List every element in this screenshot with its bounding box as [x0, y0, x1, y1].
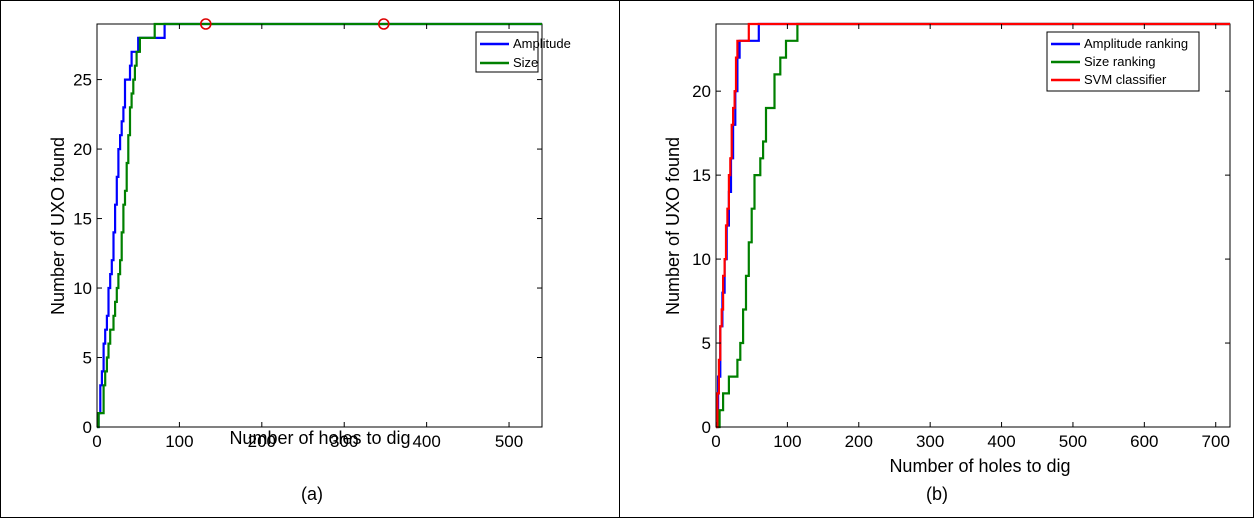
threshold-marker: [199, 18, 212, 30]
chart-a-legend-label-size: Size: [513, 55, 538, 70]
series-line-svm-classifier: [716, 22, 1230, 429]
y-tick-label: 10: [73, 279, 92, 298]
chart-a-legend-label-amplitude: Amplitude: [513, 36, 571, 51]
y-tick-label: 10: [692, 250, 711, 269]
threshold-marker: [377, 18, 390, 30]
chart-a-legend-box: [475, 31, 539, 73]
chart-b-xlabel: Number of holes to dig: [889, 456, 1070, 476]
x-tick-label: 400: [987, 432, 1015, 451]
y-tick-label: 5: [702, 334, 711, 353]
x-tick-label: 700: [1202, 432, 1230, 451]
chart-a: 0 100 200 300 400 500 0 5 10 15 20 25 Number of ho…: [48, 18, 571, 504]
chart-a-y-ticks: 0 5 10 15 20 25: [73, 71, 542, 437]
chart-a-xlabel: Number of holes to dig: [229, 428, 410, 448]
chart-b-y-ticks: 0 5 10 15 20: [692, 82, 1230, 437]
y-tick-label: 5: [83, 349, 92, 368]
series-line-size: [97, 22, 542, 429]
chart-b-plot-area: [716, 22, 1230, 429]
x-tick-label: 500: [1059, 432, 1087, 451]
y-tick-label: 0: [702, 418, 711, 437]
x-tick-label: 100: [165, 432, 193, 451]
chart-a-x-ticks: 0 100 200 300 400 500: [92, 24, 523, 451]
y-tick-label: 25: [73, 71, 92, 90]
chart-b-caption: (b): [926, 484, 948, 504]
x-tick-label: 200: [248, 432, 276, 451]
y-tick-label: 15: [73, 210, 92, 229]
chart-a-caption: (a): [301, 484, 323, 504]
chart-b-x-ticks: 0 100 200 300 400 500 600 700: [711, 24, 1230, 451]
chart-b-ylabel: Number of UXO found: [663, 137, 683, 315]
x-tick-label: 0: [711, 432, 720, 451]
chart-a-ylabel: Number of UXO found: [48, 137, 68, 315]
y-tick-label: 15: [692, 166, 711, 185]
x-tick-label: 400: [412, 432, 440, 451]
x-tick-label: 200: [845, 432, 873, 451]
x-tick-label: 0: [92, 432, 101, 451]
series-line-size-ranking: [716, 22, 1230, 429]
chart-b-legend: Amplitude ranking Size ranking SVM class…: [1046, 31, 1200, 92]
x-tick-label: 300: [330, 432, 358, 451]
y-tick-label: 20: [73, 140, 92, 159]
chart-a-legend: Amplitude Size: [475, 31, 571, 73]
x-tick-label: 300: [916, 432, 944, 451]
x-tick-label: 100: [773, 432, 801, 451]
chart-a-axes-box: [96, 23, 543, 428]
chart-b-legend-label-svm: SVM classifier: [1084, 72, 1167, 87]
chart-b-legend-label-size: Size ranking: [1084, 54, 1156, 69]
chart-b: 0 100 200 300 400 500 600 700 0 5 10 15 20 Number o…: [663, 22, 1231, 504]
y-tick-label: 0: [83, 418, 92, 437]
x-tick-label: 500: [495, 432, 523, 451]
series-line-amplitude: [97, 22, 542, 429]
chart-b-legend-label-amplitude: Amplitude ranking: [1084, 36, 1188, 51]
chart-a-plot-area: [97, 18, 542, 429]
x-tick-label: 600: [1130, 432, 1158, 451]
y-tick-label: 20: [692, 82, 711, 101]
